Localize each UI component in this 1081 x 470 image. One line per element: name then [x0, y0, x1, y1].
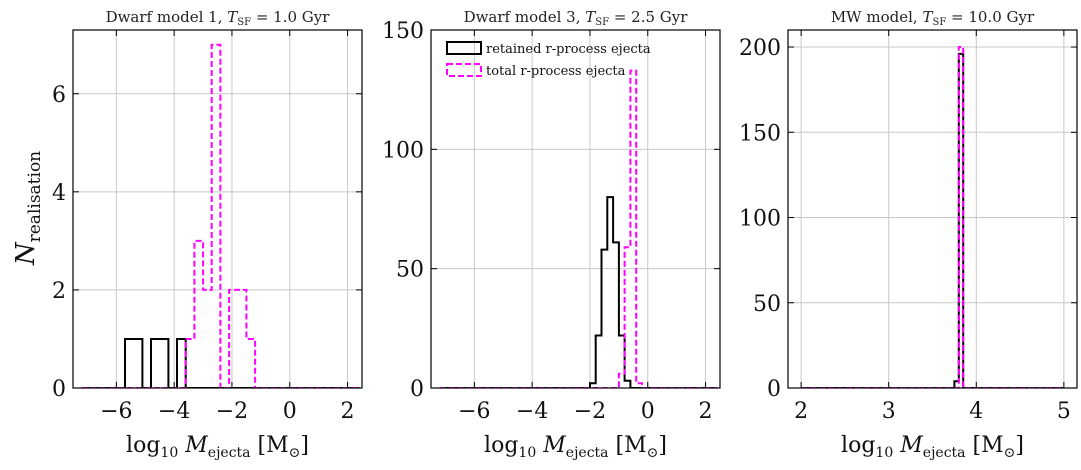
y-axis-label: Nrealisation — [11, 151, 45, 266]
plot-frame — [430, 29, 721, 389]
y-tick-label-1: 50 — [753, 292, 781, 317]
y-tick-label-2: 100 — [382, 138, 424, 163]
y-tick-label-0: 0 — [767, 377, 781, 402]
y-tick-label-4: 200 — [739, 36, 781, 61]
x-tick-label-0: 2 — [794, 399, 808, 424]
x-tick-label-4: 2 — [341, 399, 355, 424]
panel-title: Dwarf model 1, TSF = 1.0 Gyr — [106, 8, 331, 28]
plot-frame — [72, 29, 363, 389]
legend: retained r-process ejecta total r-process… — [446, 41, 651, 79]
x-tick-label-1: −4 — [158, 399, 190, 424]
panel-title: Dwarf model 3, TSF = 2.5 Gyr — [464, 8, 689, 28]
y-tick-label-2: 100 — [739, 207, 781, 232]
plot-frame — [787, 29, 1078, 389]
y-tick-label-0: 0 — [52, 377, 66, 402]
y-tick-label-3: 150 — [382, 19, 424, 44]
x-axis-label: log10 Mejecta [M⊙] — [841, 433, 1024, 461]
y-tick-label-0: 0 — [410, 377, 424, 402]
x-tick-label-3: 0 — [283, 399, 297, 424]
y-tick-label-3: 150 — [739, 121, 781, 146]
x-axis-label: log10 Mejecta [M⊙] — [484, 433, 667, 461]
histogram-retained — [439, 196, 718, 388]
y-tick-label-3: 6 — [52, 83, 66, 108]
y-tick-label-2: 4 — [52, 181, 66, 206]
x-tick-label-0: −6 — [100, 399, 132, 424]
legend-label-retained: retained r-process ejecta — [486, 42, 651, 57]
x-tick-label-1: 3 — [882, 399, 896, 424]
panel-1: −6 −4 −2 0 2 0 2 4 6 Dwarf model 1, TSF = 1.0 Gyr… — [52, 8, 363, 461]
histogram-total — [81, 43, 360, 388]
y-tick-label-1: 2 — [52, 279, 66, 304]
x-tick-label-1: −4 — [516, 399, 548, 424]
legend-label-total: total r-process ejecta — [486, 64, 626, 79]
x-tick-label-2: −2 — [574, 399, 606, 424]
x-tick-label-4: 2 — [699, 399, 713, 424]
x-axis-label: log10 Mejecta [M⊙] — [126, 433, 309, 461]
y-tick-label-1: 50 — [396, 258, 424, 283]
legend-swatch-total — [446, 63, 482, 77]
x-tick-label-3: 5 — [1057, 399, 1071, 424]
x-tick-label-3: 0 — [641, 399, 655, 424]
x-tick-label-2: −2 — [216, 399, 248, 424]
x-tick-label-0: −6 — [458, 399, 490, 424]
histogram-total — [439, 69, 718, 388]
histogram-retained — [801, 52, 1064, 388]
x-tick-label-2: 4 — [969, 399, 983, 424]
histogram-retained — [81, 338, 360, 388]
panel-2: −6 −4 −2 0 2 0 50 100 150 Dwarf model 3, TSF = 2.… — [382, 8, 721, 461]
legend-swatch-retained — [446, 41, 482, 55]
panel-title: MW model, TSF = 10.0 Gyr — [831, 8, 1035, 28]
